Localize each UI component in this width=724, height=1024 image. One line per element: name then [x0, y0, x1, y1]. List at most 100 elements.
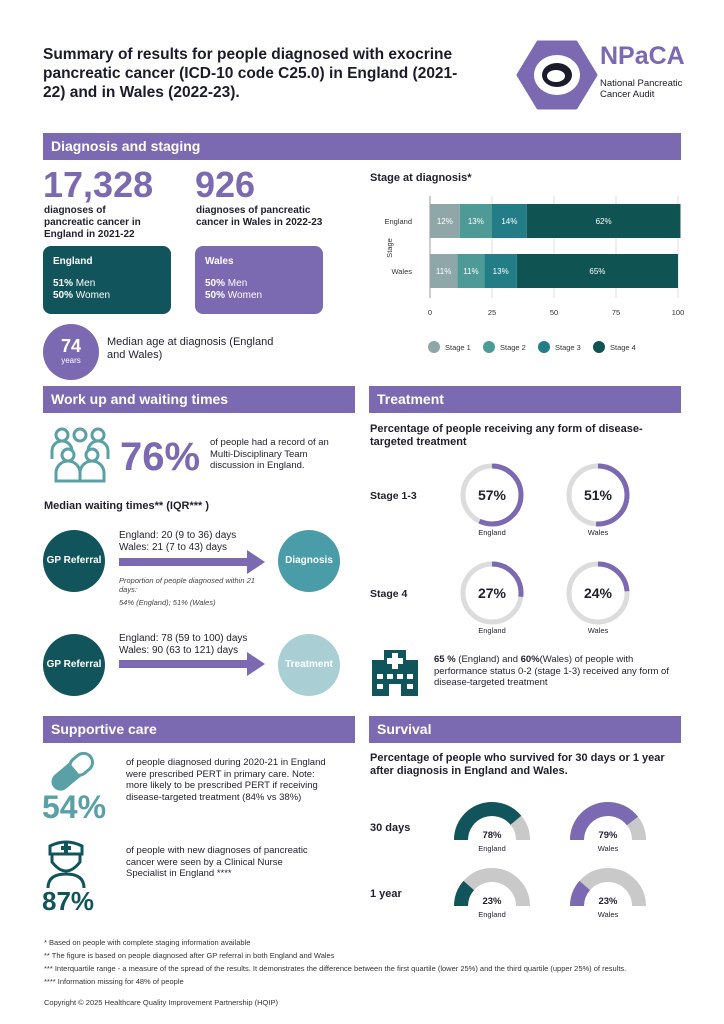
diagnosis-header: Diagnosis and staging: [43, 133, 681, 160]
ring-value-label: 51%: [584, 487, 613, 503]
chart-bar-segment: [430, 254, 458, 288]
flow2-arrow-icon: [119, 652, 265, 676]
legend-label: Stage 3: [555, 343, 581, 352]
wales-card-title: Wales: [205, 256, 234, 267]
footnotes: * Based on people with complete staging …: [44, 936, 704, 988]
england-card-title: England: [53, 256, 93, 267]
treatment-row-label: Stage 4: [370, 588, 408, 600]
ring-caption: England: [478, 528, 506, 537]
survival-gauge-england: 23%: [454, 868, 530, 907]
gauge-caption: Wales: [597, 910, 619, 919]
england-men-pct: 51%: [53, 278, 74, 289]
gauge-caption: England: [478, 910, 506, 919]
chart-bar-segment: [516, 254, 678, 288]
chart-bar-segment: [457, 254, 485, 288]
chart-bar-segment: [459, 204, 492, 238]
chart-bar-segment: [430, 204, 460, 238]
treatment-header: Treatment: [369, 386, 681, 413]
gauge-value-arc: [570, 880, 591, 907]
ring-caption: Wales: [587, 626, 609, 635]
legend-swatch: [593, 341, 605, 353]
gp-referral-circle-1: GP Referral: [43, 530, 105, 592]
survival-row-label: 30 days: [370, 822, 411, 834]
footnote-4: **** Information missing for 48% of peop…: [44, 977, 184, 986]
treatment-row-label: Stage 1-3: [370, 490, 417, 502]
england-diagnoses-desc: diagnoses of pancreatic cancer in Englan…: [44, 205, 141, 240]
diagnosis-circle: Diagnosis: [278, 530, 340, 592]
perf-text-rest: (Wales) of people with performance statu…: [434, 654, 669, 688]
page-title: Summary of results for people diagnosed …: [43, 46, 458, 101]
wales-men-label: Men: [227, 278, 248, 289]
gauge-value-arc: [454, 880, 475, 907]
treatment-subtitle: Percentage of people receiving any form …: [370, 423, 643, 448]
chart-x-tick: 75: [612, 308, 620, 317]
survival-gauge-wales: 79%: [570, 802, 646, 841]
gauge-caption: Wales: [597, 844, 619, 853]
treatment-ring-wales: 24%: [566, 561, 630, 625]
chart-bar-segment: [526, 204, 681, 238]
mdt-text: of people had a record of an Multi-Disci…: [210, 437, 329, 471]
stage-chart: 0 25 50 75 100 England 12% 13% 14% 62% Wales 11% 11%…: [384, 196, 684, 353]
ring-value-arc: [566, 561, 630, 625]
median-age-circle: 74 years: [43, 324, 99, 380]
gauge-value-label: 79%: [598, 830, 618, 841]
chart-data-label: 14%: [501, 217, 517, 226]
chart-category-label: Wales: [391, 267, 412, 276]
survival-row-label: 1 year: [370, 888, 402, 900]
survival-gauge-england: 78%: [454, 802, 530, 841]
wales-women-label: Women: [227, 290, 263, 301]
chart-data-label: 13%: [468, 217, 484, 226]
wales-men-pct: 50%: [205, 278, 226, 289]
pert-percentage: 54%: [42, 789, 107, 825]
treatment-ring-wales: 51%: [566, 463, 630, 527]
england-men-label: Men: [75, 278, 96, 289]
hospital-icon: [372, 650, 418, 696]
treatment-circle: Treatment: [278, 634, 340, 696]
chart-title: Stage at diagnosis*: [370, 172, 472, 184]
chart-x-tick: 50: [550, 308, 558, 317]
survival-gauge-wales: 23%: [570, 868, 646, 907]
cns-percentage: 87%: [42, 886, 95, 916]
survival-header: Survival: [369, 716, 681, 743]
gauge-value-label: 23%: [598, 896, 618, 907]
legend-swatch: [483, 341, 495, 353]
ring-value-arc: [566, 463, 630, 527]
ring-value-arc: [460, 561, 524, 625]
flow1-wales: Wales: 21 (7 to 43) days: [119, 542, 228, 553]
logo-subtitle-1: National Pancreatic: [600, 78, 683, 89]
chart-data-label: 11%: [463, 267, 478, 276]
ring-caption: Wales: [587, 528, 609, 537]
england-women-label: Women: [75, 290, 111, 301]
ring-caption: England: [478, 626, 506, 635]
legend-label: Stage 2: [500, 343, 526, 352]
treatment-ring-england: 57%: [460, 463, 524, 527]
legend-label: Stage 1: [445, 343, 471, 352]
ring-value-label: 57%: [478, 487, 507, 503]
wales-diagnoses-count: 926: [195, 164, 256, 205]
chart-data-label: 12%: [437, 217, 453, 226]
logo-subtitle-2: Cancer Audit: [600, 89, 655, 100]
gauge-caption: England: [478, 844, 506, 853]
perf-wales-pct: 60%: [520, 654, 540, 665]
workup-header: Work up and waiting times: [43, 386, 355, 413]
ring-value-label: 27%: [478, 585, 507, 601]
median-age-value: 74: [60, 336, 82, 356]
chart-x-tick: 25: [488, 308, 496, 317]
chart-x-tick: 0: [428, 308, 432, 317]
logo-hexagon-icon: [516, 40, 598, 110]
nurse-icon: [46, 840, 86, 889]
england-women-pct: 50%: [53, 290, 74, 301]
mdt-percentage: 76%: [120, 435, 201, 479]
gp-referral-circle-2: GP Referral: [43, 634, 105, 696]
people-group-icon: [50, 427, 110, 483]
chart-data-label: 13%: [493, 267, 509, 276]
legend-swatch: [428, 341, 440, 353]
england-sex-card: England 51% Men 50% Women: [43, 246, 171, 314]
waiting-times-title: Median waiting times** (IQR*** ): [44, 500, 210, 512]
cns-text: of people with new diagnoses of pancreat…: [126, 845, 308, 879]
pert-text: of people diagnosed during 2020-21 in En…: [126, 757, 326, 803]
copyright: Copyright © 2025 Healthcare Quality Impr…: [44, 998, 278, 1007]
chart-data-label: 65%: [589, 267, 605, 276]
perf-england-suffix: (England) and: [455, 654, 521, 665]
wales-sex-card: Wales 50% Men 50% Women: [195, 246, 323, 314]
